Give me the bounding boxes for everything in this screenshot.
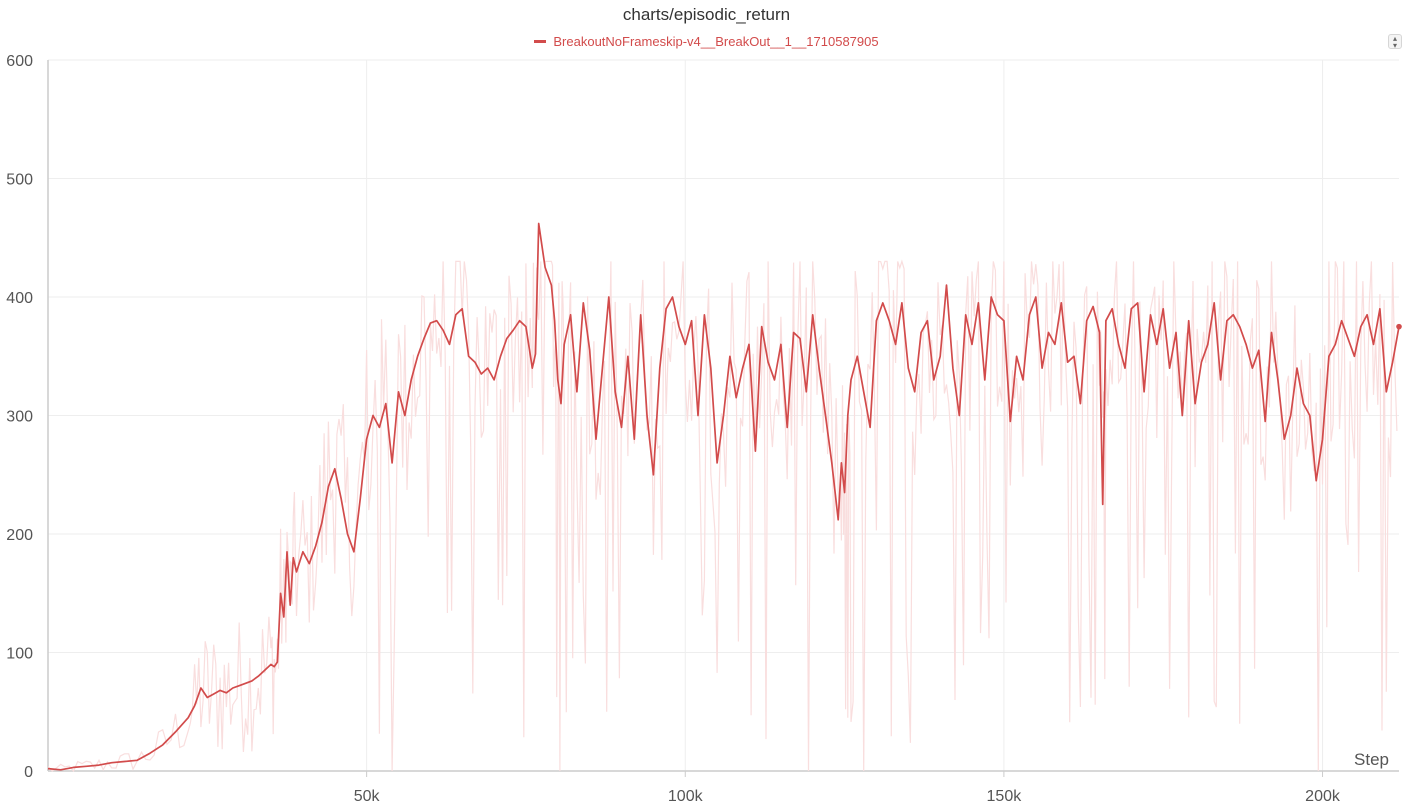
y-tick-label: 300 (6, 409, 33, 426)
y-tick-label: 0 (24, 764, 33, 781)
x-axis-title: Step (1354, 750, 1389, 769)
legend-series-label: BreakoutNoFrameskip-v4__BreakOut__1__171… (553, 34, 879, 49)
series-endpoint (1396, 323, 1402, 330)
raw-series-line (47, 259, 1398, 773)
y-tick-label: 400 (6, 290, 33, 307)
axes (47, 60, 1399, 777)
x-tick-label: 50k (354, 788, 381, 805)
legend-swatch (534, 40, 547, 44)
tick-labels: 0 100 200 300 400 500 600 50k 100k 150k 200k Step (6, 53, 1389, 805)
legend[interactable]: BreakoutNoFrameskip-v4__BreakOut__1__171… (0, 34, 1413, 49)
x-tick-label: 100k (668, 788, 704, 805)
y-tick-label: 200 (6, 527, 33, 544)
y-tick-label: 500 (6, 172, 33, 189)
legend-scroll-arrows-icon[interactable]: ▴ ▾ (1388, 34, 1402, 50)
raw-series (47, 259, 1398, 773)
smoothed-series (47, 222, 1402, 771)
y-tick-label: 100 (6, 646, 33, 663)
x-tick-label: 200k (1305, 788, 1341, 805)
chart-title: charts/episodic_return (622, 5, 791, 24)
x-tick-label: 150k (987, 788, 1023, 805)
y-tick-label: 600 (6, 53, 33, 70)
smoothed-series-line (47, 222, 1400, 771)
